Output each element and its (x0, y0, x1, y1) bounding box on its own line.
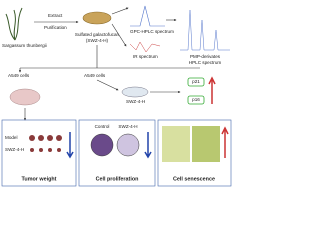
group-label: SWZ-4-H (118, 124, 137, 129)
species-label: Sargassum thunbergii (2, 43, 47, 48)
up-arrow (208, 76, 216, 104)
petri-dish (121, 86, 149, 98)
gpc-spectrum (130, 5, 165, 27)
group-label: SWZ-4-H (5, 147, 24, 152)
marker-label: p16 (192, 97, 200, 102)
analysis-label: IR spectrum (133, 54, 158, 59)
result-label: Cell proliferation (96, 176, 139, 182)
cells-label: A549 cells (84, 73, 106, 78)
analysis-label: PMP-derivates (190, 54, 221, 59)
step-label: Purification (44, 25, 67, 30)
product-name: Sulfated galactofucan (75, 32, 120, 37)
result-label: Cell senescence (173, 176, 215, 182)
down-arrow (66, 132, 74, 159)
dish-treated (116, 133, 140, 157)
dish-control (90, 133, 114, 157)
result-label: Tumor weight (22, 176, 57, 182)
pmp-spectrum (180, 9, 230, 51)
up-arrow (221, 126, 229, 158)
product-code: (SWZ-4-H) (86, 38, 109, 43)
arrow (96, 79, 119, 91)
marker-label: p21 (192, 79, 200, 84)
panel (157, 119, 232, 187)
arrow (111, 23, 127, 47)
cells-label: A549 cells (8, 73, 30, 78)
analysis-label: GPC-HPLC spectrum (130, 29, 174, 34)
ir-spectrum (129, 41, 161, 53)
step-label: Extract (48, 13, 63, 18)
seaweed-icon (5, 7, 23, 41)
graphical-abstract: Sargassum thunbergii Extract Purificatio… (1, 5, 232, 187)
group-label: Model (5, 135, 18, 140)
group-label: Control (95, 124, 110, 129)
tumor-images (29, 135, 62, 152)
marker-box (187, 95, 205, 105)
analysis-label: HPLC spectrum (189, 60, 222, 65)
arrow (111, 7, 129, 15)
treatment-label: SWZ-4-H (126, 99, 145, 104)
marker-box (187, 77, 205, 87)
cell-image (192, 126, 220, 162)
connector (20, 45, 200, 69)
panel (1, 119, 77, 187)
panel (78, 119, 156, 187)
mouse-icon (9, 88, 41, 106)
cell-image (162, 126, 190, 162)
down-arrow (144, 132, 152, 159)
sample-bowl (82, 11, 112, 25)
